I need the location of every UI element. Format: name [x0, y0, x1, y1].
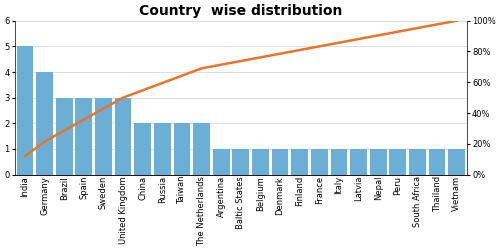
Bar: [252, 149, 269, 174]
Bar: [370, 149, 386, 174]
Bar: [154, 123, 170, 174]
Bar: [56, 98, 72, 174]
Bar: [134, 123, 151, 174]
Bar: [350, 149, 367, 174]
Bar: [36, 72, 53, 174]
Bar: [292, 149, 308, 174]
Bar: [193, 123, 210, 174]
Bar: [448, 149, 465, 174]
Bar: [114, 98, 132, 174]
Bar: [409, 149, 426, 174]
Bar: [330, 149, 347, 174]
Bar: [213, 149, 230, 174]
Bar: [311, 149, 328, 174]
Bar: [174, 123, 190, 174]
Bar: [95, 98, 112, 174]
Bar: [16, 46, 34, 174]
Title: Country  wise distribution: Country wise distribution: [139, 4, 342, 18]
Bar: [428, 149, 446, 174]
Bar: [76, 98, 92, 174]
Bar: [232, 149, 249, 174]
Bar: [272, 149, 288, 174]
Bar: [390, 149, 406, 174]
